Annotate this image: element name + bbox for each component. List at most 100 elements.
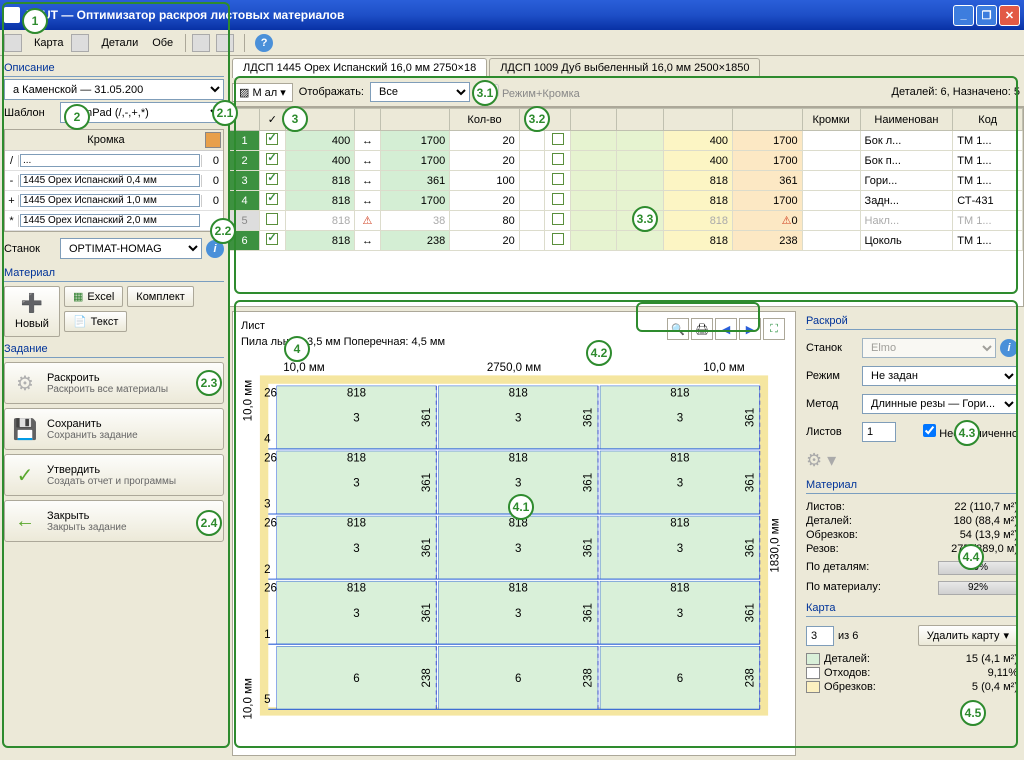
menu-detali[interactable]: Детали — [95, 35, 144, 51]
template-combo[interactable]: NumPad (/,-,+,*) — [60, 102, 224, 123]
details-grid[interactable]: ✓Кол-воКромкиНаименованКод 1 400 ↔ 1700 … — [228, 107, 1024, 307]
set-button[interactable]: Комплект — [127, 286, 194, 307]
edge-row[interactable]: /...0 — [5, 151, 223, 171]
menubar-icon-3[interactable] — [192, 34, 210, 52]
unlimited-checkbox[interactable] — [923, 424, 936, 437]
desc-label: Описание — [4, 60, 224, 77]
help-icon[interactable]: ? — [255, 34, 273, 52]
menubar-icon-4[interactable] — [216, 34, 234, 52]
svg-text:10,0 мм: 10,0 мм — [703, 362, 745, 374]
print-icon[interactable]: 🖨 — [691, 318, 713, 340]
svg-text:361: 361 — [744, 473, 756, 492]
menu-obe[interactable]: Обе — [146, 35, 179, 51]
right-area: ЛДСП 1445 Орех Испанский 16,0 мм 2750×18… — [228, 56, 1024, 760]
tab-0[interactable]: ЛДСП 1445 Орех Испанский 16,0 мм 2750×18 — [232, 58, 487, 78]
svg-text:2750,0 мм: 2750,0 мм — [487, 362, 541, 374]
table-row[interactable]: 5 818 ⚠ 38 80 818 ⚠0 Накл... ТМ 1... — [230, 211, 1023, 231]
svg-text:3: 3 — [353, 543, 359, 555]
action-button[interactable]: ✓УтвердитьСоздать отчет и программы — [4, 454, 224, 496]
display-label: Отображать: — [299, 86, 364, 98]
right-info-panel: Раскрой СтанокElmoi РежимНе задан МетодД… — [800, 307, 1024, 760]
action-button[interactable]: ←ЗакрытьЗакрыть задание — [4, 500, 224, 542]
table-row[interactable]: 4 818 ↔ 1700 20 818 1700 Задн... СТ-431 — [230, 191, 1023, 211]
tab-1[interactable]: ЛДСП 1009 Дуб выбеленный 16,0 мм 2500×18… — [489, 58, 760, 78]
table-row[interactable]: 1 400 ↔ 1700 20 400 1700 Бок л... ТМ 1..… — [230, 131, 1023, 151]
svg-text:361: 361 — [421, 408, 433, 427]
action-button[interactable]: 💾СохранитьСохранить задание — [4, 408, 224, 450]
delete-map-button[interactable]: Удалить карту ▾ — [918, 625, 1018, 646]
task-label: Задание — [4, 341, 224, 358]
edge-row[interactable]: *1445 Орех Испанский 2,0 мм — [5, 211, 223, 231]
svg-text:361: 361 — [421, 603, 433, 622]
sheet-tools: 🔍 🖨 ◀ ▶ ⛶ — [667, 318, 785, 340]
table-row[interactable]: 2 400 ↔ 1700 20 400 1700 Бок п... ТМ 1..… — [230, 151, 1023, 171]
cutting-map-panel: Лист Пила льная: 3,5 мм Поперечная: 4,5 … — [232, 311, 796, 756]
excel-button[interactable]: ▦Excel — [64, 286, 123, 307]
r-sheets[interactable] — [862, 422, 896, 442]
menubar-icon-2[interactable] — [71, 34, 89, 52]
machine-label: Станок — [4, 243, 56, 255]
r-info-icon[interactable]: i — [1000, 339, 1018, 357]
svg-text:361: 361 — [583, 603, 595, 622]
svg-text:3: 3 — [677, 478, 683, 490]
edge-header-label: Кромка — [7, 134, 205, 146]
svg-text:818: 818 — [670, 453, 689, 465]
svg-text:361: 361 — [583, 538, 595, 557]
new-button[interactable]: ➕ Новый — [4, 286, 60, 337]
menubar-icon-1[interactable] — [4, 34, 22, 52]
svg-text:3: 3 — [353, 413, 359, 425]
fit-icon[interactable]: ⛶ — [763, 318, 785, 340]
svg-text:818: 818 — [509, 453, 528, 465]
prev-icon[interactable]: ◀ — [715, 318, 737, 340]
menu-karta[interactable]: Карта — [28, 35, 69, 51]
svg-text:818: 818 — [509, 387, 528, 399]
svg-text:361: 361 — [744, 603, 756, 622]
svg-text:6: 6 — [515, 673, 521, 685]
cut-panel-title: Раскрой — [806, 313, 1018, 330]
info-icon[interactable]: i — [206, 240, 224, 258]
svg-text:361: 361 — [744, 538, 756, 557]
edge-row[interactable]: -1445 Орех Испанский 0,4 мм0 — [5, 171, 223, 191]
svg-text:10,0 мм: 10,0 мм — [243, 678, 255, 720]
svg-text:238: 238 — [421, 668, 433, 687]
desc-combo[interactable]: а Каменской — 31.05.200 — [4, 79, 224, 100]
svg-text:818: 818 — [509, 583, 528, 595]
material-tabs: ЛДСП 1445 Орех Испанский 16,0 мм 2750×18… — [228, 56, 1024, 78]
svg-text:361: 361 — [583, 473, 595, 492]
svg-text:1: 1 — [264, 629, 270, 641]
mode-label: Режим+Кромка — [502, 88, 580, 100]
svg-text:3: 3 — [677, 608, 683, 620]
table-row[interactable]: 6 818 ↔ 238 20 818 238 Цоколь ТМ 1... — [230, 231, 1023, 251]
svg-text:3: 3 — [353, 608, 359, 620]
r-method[interactable]: Длинные резы — Гори... — [862, 394, 1018, 414]
minimize-button[interactable]: _ — [953, 5, 974, 26]
machine-combo[interactable]: OPTIMAT-HOMAG — [60, 238, 202, 259]
edge-table: Кромка /...0-1445 Орех Испанский 0,4 мм0… — [4, 129, 224, 232]
action-button[interactable]: ⚙РаскроитьРаскроить все материалы — [4, 362, 224, 404]
sub-material-btn[interactable]: ▨ М ал ▾ — [232, 83, 293, 102]
r-machine: Elmo — [862, 338, 996, 358]
svg-text:5: 5 — [264, 694, 270, 706]
svg-text:10,0 мм: 10,0 мм — [243, 380, 255, 422]
svg-text:6: 6 — [677, 673, 683, 685]
svg-text:3: 3 — [353, 478, 359, 490]
svg-text:361: 361 — [583, 408, 595, 427]
next-icon[interactable]: ▶ — [739, 318, 761, 340]
table-row[interactable]: 3 818 ↔ 361 100 818 361 Гори... ТМ 1... — [230, 171, 1023, 191]
template-label: Шаблон — [4, 107, 56, 119]
display-combo[interactable]: Все — [370, 82, 470, 102]
maximize-button[interactable]: ❐ — [976, 5, 997, 26]
close-button[interactable]: ✕ — [999, 5, 1020, 26]
svg-text:3: 3 — [515, 413, 521, 425]
mode-checkbox[interactable] — [486, 84, 499, 97]
svg-text:4: 4 — [264, 434, 271, 446]
edge-row[interactable]: +1445 Орех Испанский 1,0 мм0 — [5, 191, 223, 211]
r-mode[interactable]: Не задан — [862, 366, 1018, 386]
text-button[interactable]: 📄Текст — [64, 311, 127, 332]
window-title: bCUT — Оптимизатор раскроя листовых мате… — [26, 8, 951, 22]
zoom-icon[interactable]: 🔍 — [667, 318, 689, 340]
map-current[interactable] — [806, 626, 834, 646]
svg-text:818: 818 — [670, 583, 689, 595]
svg-text:818: 818 — [347, 387, 366, 399]
new-button-label: Новый — [15, 318, 49, 330]
